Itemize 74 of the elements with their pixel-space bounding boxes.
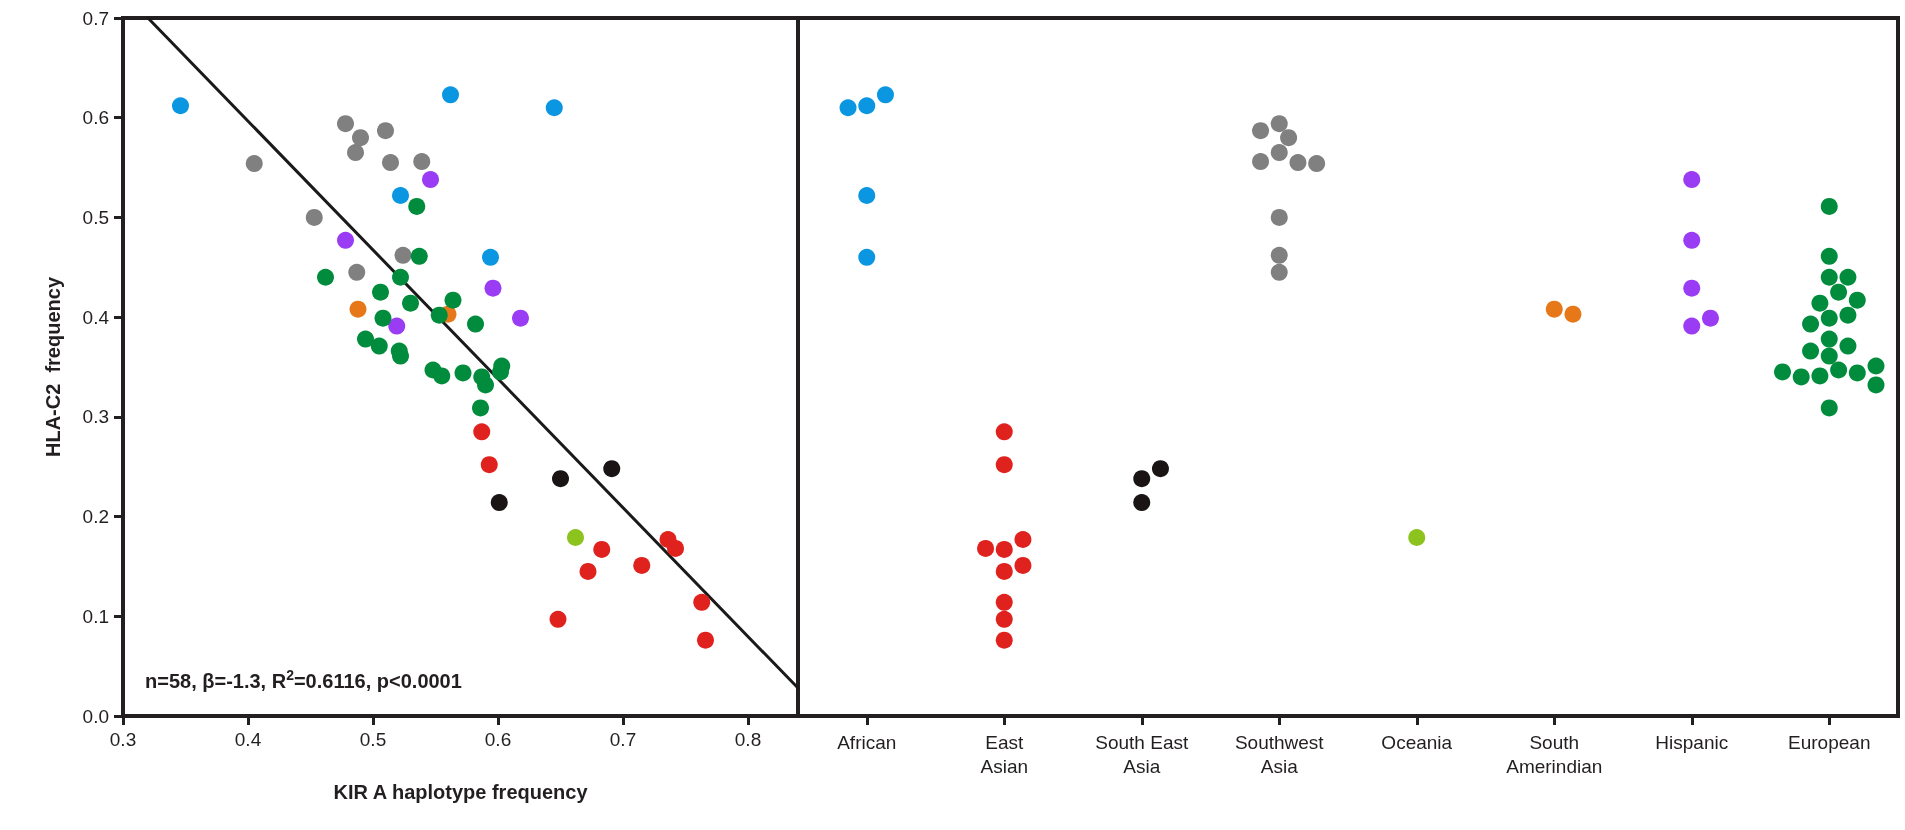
point bbox=[693, 593, 711, 611]
x-tick-label: Hispanic bbox=[1655, 731, 1729, 753]
point bbox=[305, 208, 323, 226]
y-axis-title: HLA-C2 frequency bbox=[42, 276, 64, 458]
point bbox=[357, 330, 374, 348]
point bbox=[473, 423, 491, 441]
point bbox=[317, 268, 334, 286]
point bbox=[377, 122, 394, 140]
point bbox=[477, 376, 494, 394]
point bbox=[402, 294, 419, 312]
x-tick-label: African bbox=[837, 731, 897, 753]
point bbox=[579, 562, 597, 580]
x-tick-label: South East Asia bbox=[1095, 731, 1189, 777]
point bbox=[348, 263, 366, 281]
point bbox=[480, 456, 498, 474]
x-tick-label: Oceania bbox=[1381, 731, 1453, 753]
point bbox=[172, 97, 189, 115]
x-tick-label: European bbox=[1788, 731, 1871, 753]
x-tick-label: 0.4 bbox=[234, 729, 262, 750]
point bbox=[454, 364, 472, 382]
point bbox=[422, 171, 439, 189]
point bbox=[413, 153, 431, 171]
y-tick-label: 0.3 bbox=[82, 406, 109, 428]
point bbox=[337, 231, 354, 249]
point bbox=[392, 268, 409, 286]
y-tick-label: 0.1 bbox=[82, 605, 109, 627]
point bbox=[467, 315, 484, 333]
x-tick-label: 0.3 bbox=[109, 729, 137, 750]
point bbox=[408, 197, 426, 215]
point bbox=[593, 540, 611, 558]
point bbox=[549, 610, 567, 628]
point bbox=[484, 279, 502, 297]
point bbox=[552, 470, 569, 488]
point bbox=[442, 86, 459, 104]
point bbox=[430, 306, 448, 324]
point bbox=[349, 300, 367, 318]
point bbox=[512, 309, 529, 327]
y-tick-label: 0.6 bbox=[82, 107, 109, 129]
point bbox=[382, 154, 399, 172]
point bbox=[388, 317, 406, 335]
point bbox=[352, 129, 369, 147]
point bbox=[433, 367, 451, 385]
point bbox=[545, 99, 563, 117]
x-tick-label: South Amerindian bbox=[1506, 731, 1603, 777]
point bbox=[667, 539, 684, 557]
point bbox=[444, 291, 462, 309]
point bbox=[245, 155, 263, 173]
point bbox=[337, 115, 354, 133]
point bbox=[633, 556, 651, 574]
point bbox=[370, 337, 388, 355]
point bbox=[372, 283, 389, 301]
x-axis-title: KIR A haplotype frequency bbox=[333, 781, 589, 803]
point bbox=[490, 494, 508, 512]
x-tick-label: 0.5 bbox=[359, 729, 387, 750]
y-tick-label: 0.2 bbox=[82, 506, 109, 528]
point bbox=[347, 144, 364, 162]
point bbox=[697, 631, 714, 649]
point bbox=[603, 460, 621, 478]
point bbox=[394, 246, 412, 264]
point bbox=[392, 187, 409, 204]
y-tick-label: 0.4 bbox=[82, 306, 110, 328]
point bbox=[410, 247, 428, 265]
x-tick-label: 0.6 bbox=[484, 729, 512, 750]
y-tick-label: 0.0 bbox=[82, 705, 109, 727]
y-tick-label: 0.7 bbox=[82, 7, 109, 29]
point bbox=[482, 248, 499, 266]
x-tick-label: 0.7 bbox=[609, 729, 637, 750]
point bbox=[567, 529, 584, 547]
x-tick-label: Southwest Asia bbox=[1234, 731, 1325, 777]
point bbox=[374, 309, 392, 327]
y-tick-label: 0.5 bbox=[82, 206, 109, 228]
x-tick-label: 0.8 bbox=[734, 729, 762, 750]
x-tick-label: East Asian bbox=[980, 731, 1029, 777]
point bbox=[472, 399, 489, 417]
